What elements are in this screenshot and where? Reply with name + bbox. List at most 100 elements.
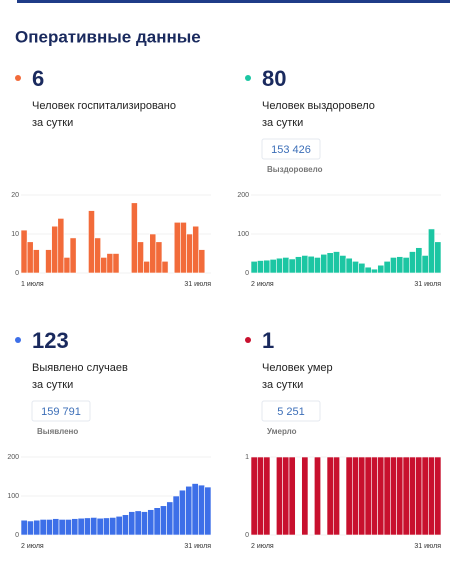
y-tick-label: 1 <box>245 454 249 461</box>
bar <box>326 252 334 274</box>
bar <box>295 256 302 274</box>
y-tick-label: 10 <box>11 231 19 238</box>
x-tick-label: 31 июля <box>184 281 211 288</box>
bar <box>27 520 34 536</box>
caption: Выявлено случаев <box>32 362 128 374</box>
headline-number: 80 <box>262 66 286 91</box>
caption: за сутки <box>262 379 303 391</box>
status-dot <box>245 75 251 81</box>
bar <box>77 517 85 536</box>
bar <box>339 255 347 274</box>
bar <box>52 518 60 536</box>
bar <box>358 456 366 536</box>
bar <box>71 518 79 536</box>
y-tick-label: 0 <box>15 270 19 277</box>
caption: за сутки <box>32 117 73 129</box>
bar <box>143 260 151 274</box>
bar <box>20 519 28 536</box>
bar <box>173 222 181 274</box>
bar <box>33 519 41 536</box>
bar <box>263 259 271 274</box>
bar <box>377 456 385 536</box>
bar <box>364 456 372 536</box>
x-tick-label: 2 июля <box>21 543 44 550</box>
bar <box>149 233 157 274</box>
bar <box>288 456 296 536</box>
bar <box>428 228 435 274</box>
bar <box>301 255 309 274</box>
bar <box>333 251 340 274</box>
bar <box>39 519 47 536</box>
bar <box>172 495 180 536</box>
bar <box>160 505 167 536</box>
bar <box>409 251 416 274</box>
bar <box>106 253 114 274</box>
bar <box>402 257 410 274</box>
bar <box>186 233 193 274</box>
bar <box>402 456 410 536</box>
bar <box>112 253 120 274</box>
bar <box>84 517 91 536</box>
bar <box>161 260 169 274</box>
bar <box>320 253 328 274</box>
bar <box>276 456 283 536</box>
bar <box>358 262 366 274</box>
total-label: Выздоровело <box>267 165 323 174</box>
bar <box>192 225 200 274</box>
bar <box>191 483 199 536</box>
total-box <box>261 400 321 422</box>
bar <box>109 517 117 536</box>
bar <box>153 507 161 536</box>
total-value: 159 791 <box>41 406 81 418</box>
bar <box>115 515 123 536</box>
bar <box>46 519 53 536</box>
bar <box>333 456 340 536</box>
bar <box>364 266 372 274</box>
bar <box>180 222 187 274</box>
x-tick-label: 31 июля <box>184 543 211 550</box>
bar <box>352 456 359 536</box>
y-tick-label: 20 <box>11 192 19 199</box>
bar <box>88 210 95 274</box>
headline-number: 1 <box>262 328 274 353</box>
bar <box>51 225 59 274</box>
bar <box>383 456 391 536</box>
bar <box>96 517 104 536</box>
status-dot <box>15 75 21 81</box>
y-tick-label: 200 <box>237 192 249 199</box>
bar <box>69 237 77 274</box>
bar <box>269 259 277 274</box>
bar <box>155 241 163 274</box>
bar <box>198 249 206 274</box>
bar <box>307 255 315 274</box>
status-dot <box>15 337 21 343</box>
bar <box>326 456 334 536</box>
caption: Человек выздоровело <box>262 100 375 112</box>
bar <box>390 456 397 536</box>
bar <box>288 258 296 274</box>
total-value: 153 426 <box>271 144 311 156</box>
bar <box>421 456 429 536</box>
caption: за сутки <box>262 117 303 129</box>
bar <box>345 456 353 536</box>
bar <box>282 456 290 536</box>
bar <box>147 509 155 536</box>
bar <box>57 218 65 274</box>
bar <box>32 249 40 274</box>
bar <box>179 489 186 536</box>
caption: за сутки <box>32 379 73 391</box>
bar <box>257 260 264 274</box>
bar <box>434 456 442 536</box>
y-tick-label: 200 <box>7 454 19 461</box>
bar <box>377 264 385 274</box>
bar <box>26 241 34 274</box>
x-tick-label: 2 июля <box>251 281 274 288</box>
bar <box>383 260 391 274</box>
bar <box>58 519 66 536</box>
bar <box>352 260 359 274</box>
y-tick-label: 0 <box>245 270 249 277</box>
bar <box>396 456 404 536</box>
x-tick-label: 1 июля <box>21 281 44 288</box>
y-tick-label: 100 <box>7 493 19 500</box>
